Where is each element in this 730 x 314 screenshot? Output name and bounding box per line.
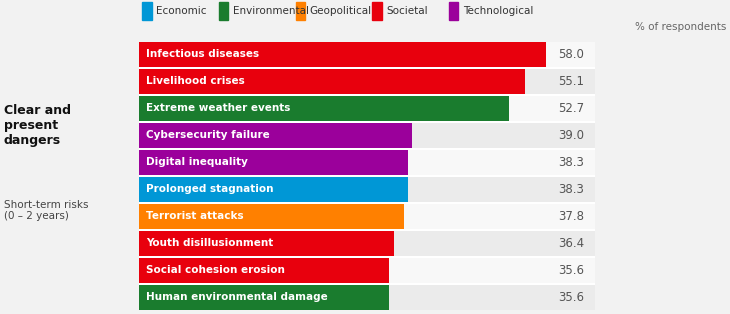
Bar	[139, 150, 595, 175]
Text: Short-term risks
(0 – 2 years): Short-term risks (0 – 2 years)	[4, 200, 88, 221]
Text: 58.0: 58.0	[558, 48, 585, 61]
Text: Social cohesion erosion: Social cohesion erosion	[146, 265, 285, 275]
Text: Terrorist attacks: Terrorist attacks	[146, 211, 243, 221]
Bar	[139, 204, 404, 229]
Bar	[139, 285, 595, 310]
Text: Cybersecurity failure: Cybersecurity failure	[146, 130, 269, 140]
Text: Extreme weather events: Extreme weather events	[146, 103, 290, 113]
Text: Societal: Societal	[386, 6, 428, 16]
Bar	[139, 96, 595, 121]
Bar	[139, 258, 595, 283]
Text: 35.6: 35.6	[558, 291, 585, 304]
Text: Economic: Economic	[156, 6, 207, 16]
Text: Infectious diseases: Infectious diseases	[146, 49, 259, 59]
Text: Livelihood crises: Livelihood crises	[146, 76, 245, 86]
Bar	[139, 258, 388, 283]
Text: Youth disillusionment: Youth disillusionment	[146, 238, 273, 248]
Bar	[139, 96, 509, 121]
Text: Prolonged stagnation: Prolonged stagnation	[146, 184, 273, 194]
Text: % of respondents: % of respondents	[635, 22, 726, 32]
Bar	[139, 231, 394, 256]
Bar	[139, 204, 595, 229]
Text: 52.7: 52.7	[558, 102, 585, 115]
Text: Geopolitical: Geopolitical	[310, 6, 372, 16]
Bar	[139, 177, 407, 202]
Bar	[139, 177, 595, 202]
Text: 38.3: 38.3	[558, 183, 585, 196]
Bar	[139, 42, 546, 67]
Bar	[139, 42, 595, 67]
Text: Human environmental damage: Human environmental damage	[146, 292, 328, 302]
Text: 39.0: 39.0	[558, 129, 585, 142]
Text: 38.3: 38.3	[558, 156, 585, 169]
Text: 35.6: 35.6	[558, 264, 585, 277]
Bar	[139, 123, 595, 148]
Text: Clear and
present
dangers: Clear and present dangers	[4, 104, 71, 147]
Bar	[139, 285, 388, 310]
Text: 36.4: 36.4	[558, 237, 585, 250]
Text: Environmental: Environmental	[233, 6, 309, 16]
Bar	[139, 69, 526, 94]
Bar	[139, 69, 595, 94]
Text: 37.8: 37.8	[558, 210, 585, 223]
Text: 55.1: 55.1	[558, 75, 585, 88]
Text: Technological: Technological	[463, 6, 533, 16]
Text: Digital inequality: Digital inequality	[146, 157, 247, 167]
Bar	[139, 231, 595, 256]
Bar	[139, 150, 407, 175]
Bar	[139, 123, 412, 148]
